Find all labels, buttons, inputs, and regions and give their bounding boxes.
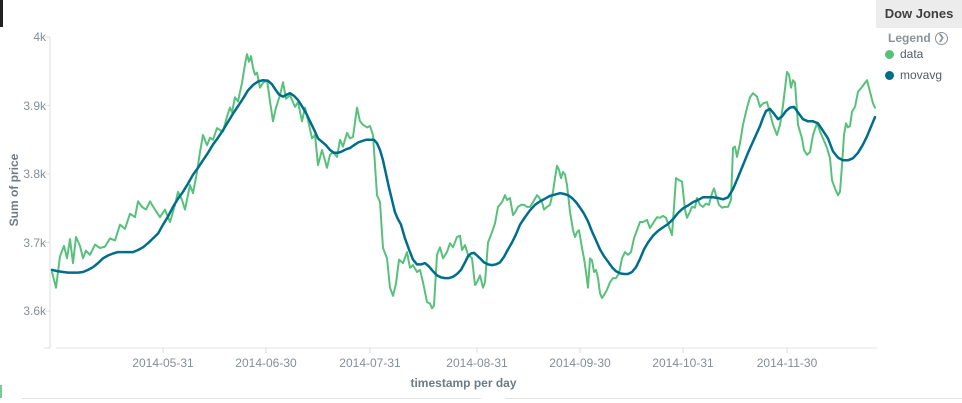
y-tick-label: 3.7k	[23, 235, 46, 250]
y-tick-label: 3.9k	[23, 98, 46, 113]
x-tick-label: 2014-08-31	[446, 356, 508, 370]
series-line-data[interactable]	[51, 53, 876, 310]
left-edge-green-artifact	[0, 385, 2, 398]
next-row-divider-right	[505, 398, 962, 399]
legend-color-dot	[885, 70, 894, 80]
panel-side-area: Dow Jones Legend ❯ data movavg	[876, 0, 962, 110]
legend-label: Legend	[888, 31, 931, 45]
panel-header[interactable]: Dow Jones	[876, 0, 962, 28]
x-tick-label: 2014-10-31	[652, 356, 714, 370]
y-tick-label: 3.8k	[23, 167, 46, 181]
chart-canvas[interactable]	[0, 0, 880, 403]
y-tick-label: 3.6k	[23, 304, 46, 318]
legend-item-data[interactable]: data	[885, 47, 923, 61]
x-tick-label: 2014-09-30	[549, 356, 611, 370]
legend-item-movavg[interactable]: movavg	[885, 68, 942, 82]
panel-title: Dow Jones	[884, 6, 954, 21]
legend-item-label: data	[900, 47, 924, 61]
x-axis-title: timestamp per day	[410, 376, 517, 390]
left-edge-dark-artifact	[0, 0, 3, 27]
y-axis-title: Sum of price	[7, 153, 21, 227]
x-tick-label: 2014-06-30	[235, 356, 297, 370]
x-tick-label: 2014-11-30	[756, 356, 818, 370]
next-row-divider-left	[22, 398, 481, 399]
line-chart[interactable]: 4k 3.9k 3.8k 3.7k 3.6k 2014-05-31 2014-06-30 2…	[0, 0, 880, 403]
x-tick-label: 2014-05-31	[132, 356, 194, 370]
x-tick-label: 2014-07-31	[339, 356, 401, 370]
legend-item-label: movavg	[900, 68, 943, 82]
series-line-movavg[interactable]	[50, 78, 877, 280]
legend-toggle[interactable]: Legend ❯	[888, 31, 948, 45]
legend-color-dot	[885, 49, 894, 59]
circle-arrow-right-icon: ❯	[934, 31, 948, 45]
y-tick-label: 4k	[33, 30, 46, 44]
